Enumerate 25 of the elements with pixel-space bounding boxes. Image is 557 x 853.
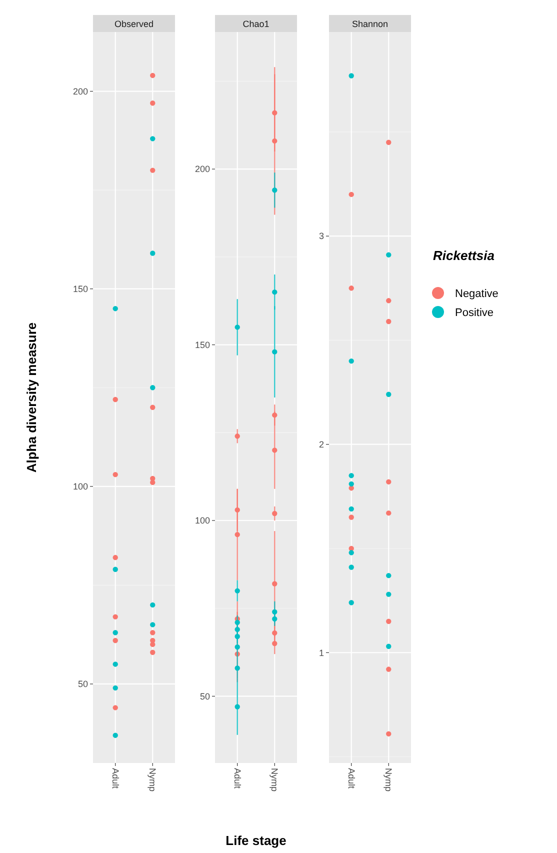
x-axis-title: Life stage [226,833,286,848]
y-tick-label: 100 [194,516,210,526]
chart-title: Shannon [352,19,388,29]
y-tick-label: 3 [318,231,324,242]
x-tick-label: Nymp [384,768,394,792]
legend-label: Negative [455,288,498,300]
x-tick-label: Nymp [270,768,280,792]
y-tick-label: 1 [318,648,324,658]
chart-title: Observed [114,19,154,29]
y-tick-label: 200 [72,86,88,96]
y-tick-label: 150 [194,340,210,350]
x-tick-label: Adult [232,768,242,790]
x-tick-label: Nymp [148,768,158,792]
y-tick-label: 200 [194,164,210,174]
y-tick-label: 50 [200,691,210,702]
x-tick-label: Adult [110,768,120,790]
y-tick-label: 2 [318,440,324,450]
y-tick-label: 150 [72,284,88,294]
y-tick-label: 50 [78,679,88,690]
legend-title: Rickettsia [433,248,494,263]
y-axis-title: Alpha diversity measure [24,322,39,473]
legend-label: Positive [455,306,494,319]
chart-title: Chao1 [242,19,270,29]
y-tick-label: 100 [72,482,88,492]
x-tick-label: Adult [346,768,356,790]
